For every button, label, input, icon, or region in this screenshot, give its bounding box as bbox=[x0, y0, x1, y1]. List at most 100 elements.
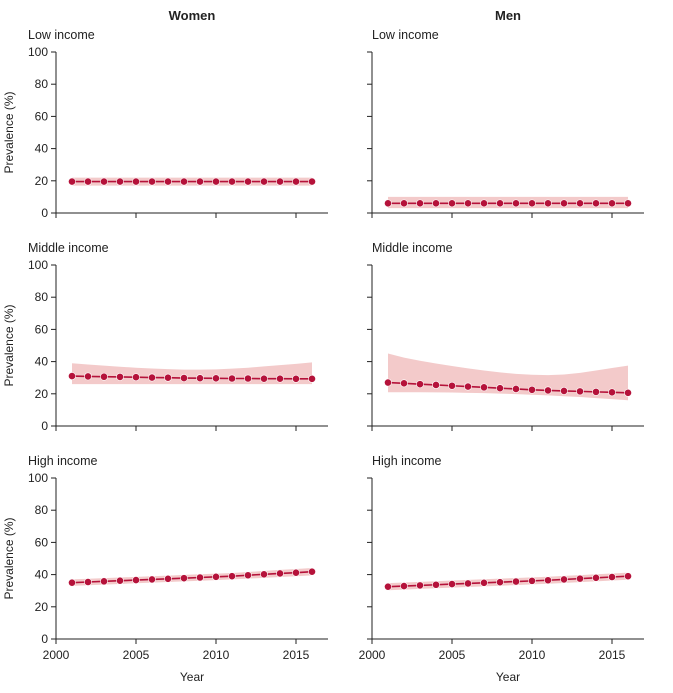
x-tick-label: 2000 bbox=[359, 648, 386, 662]
data-point bbox=[260, 570, 268, 579]
data-point bbox=[84, 578, 92, 586]
data-point bbox=[576, 574, 584, 583]
data-point bbox=[432, 580, 440, 589]
data-point bbox=[68, 177, 76, 186]
panel-title: High income bbox=[28, 454, 98, 468]
data-point bbox=[608, 573, 616, 581]
data-point bbox=[400, 379, 408, 388]
data-point bbox=[608, 199, 616, 208]
panel-middle-income-men: Middle income bbox=[367, 241, 644, 431]
y-tick-label: 0 bbox=[41, 206, 48, 220]
data-point bbox=[528, 385, 536, 394]
data-point bbox=[244, 571, 252, 580]
data-point bbox=[416, 581, 424, 590]
series-line bbox=[71, 375, 312, 380]
data-point bbox=[292, 568, 300, 577]
y-tick-label: 80 bbox=[35, 503, 49, 517]
panel-high-income-women: High income 0 20 40 60 80 100 2000 2005 2010 2015 P… bbox=[2, 454, 328, 684]
data-point bbox=[592, 199, 600, 208]
data-point bbox=[400, 199, 408, 208]
data-point bbox=[244, 374, 252, 383]
data-point bbox=[68, 372, 76, 380]
data-point bbox=[544, 199, 552, 208]
data-point bbox=[624, 572, 632, 581]
data-point bbox=[496, 578, 504, 587]
data-point bbox=[212, 177, 220, 186]
series-line bbox=[71, 570, 313, 584]
data-point bbox=[292, 177, 300, 186]
data-point bbox=[624, 388, 632, 397]
y-tick-label: 60 bbox=[35, 535, 49, 549]
data-point bbox=[164, 177, 172, 186]
data-point bbox=[544, 576, 552, 585]
data-point bbox=[480, 578, 488, 587]
data-point bbox=[464, 199, 472, 208]
data-point bbox=[116, 576, 124, 585]
data-point bbox=[308, 567, 316, 576]
data-point bbox=[384, 199, 392, 208]
data-point bbox=[116, 372, 124, 381]
y-tick-label: 80 bbox=[35, 77, 49, 91]
data-point bbox=[180, 177, 188, 186]
data-point bbox=[576, 199, 584, 208]
panel-title: High income bbox=[372, 454, 442, 468]
x-tick-label: 2015 bbox=[283, 648, 310, 662]
data-point bbox=[68, 578, 76, 587]
data-point bbox=[308, 177, 316, 186]
panel-title: Low income bbox=[372, 28, 439, 42]
data-point bbox=[496, 199, 504, 208]
column-title-men: Men bbox=[495, 8, 521, 23]
confidence-band bbox=[388, 196, 628, 209]
data-point bbox=[308, 374, 316, 383]
y-tick-label: 100 bbox=[28, 258, 48, 272]
x-axis-title: Year bbox=[180, 670, 204, 684]
data-point bbox=[260, 177, 268, 186]
y-tick-label: 20 bbox=[35, 387, 49, 401]
series-line bbox=[387, 381, 629, 394]
y-tick-label: 100 bbox=[28, 45, 48, 59]
data-point bbox=[148, 575, 156, 584]
data-point bbox=[164, 373, 172, 382]
data-point bbox=[448, 580, 456, 588]
data-point bbox=[608, 388, 616, 397]
data-point bbox=[164, 574, 172, 583]
series-line bbox=[387, 575, 629, 588]
data-point bbox=[560, 386, 568, 395]
data-point bbox=[212, 374, 220, 383]
data-point bbox=[276, 177, 284, 186]
y-tick-label: 0 bbox=[41, 419, 48, 433]
y-axis-title: Prevalence (%) bbox=[2, 304, 16, 386]
data-point bbox=[448, 199, 456, 208]
data-point bbox=[180, 374, 188, 382]
data-point bbox=[480, 199, 488, 208]
data-point bbox=[180, 574, 188, 583]
data-point bbox=[276, 374, 284, 383]
data-point bbox=[432, 199, 440, 208]
confidence-band bbox=[388, 353, 628, 401]
data-point bbox=[624, 199, 632, 208]
data-point bbox=[416, 199, 424, 208]
data-point bbox=[448, 381, 456, 390]
data-point bbox=[384, 378, 392, 387]
y-tick-label: 60 bbox=[35, 109, 49, 123]
data-point bbox=[196, 573, 204, 582]
panel-title: Low income bbox=[28, 28, 95, 42]
x-tick-label: 2015 bbox=[599, 648, 626, 662]
data-point bbox=[512, 385, 520, 393]
data-point bbox=[100, 577, 108, 586]
data-point bbox=[132, 576, 140, 584]
panel-low-income-women: Low income 0 20 40 60 80 100 Prevalence (%) bbox=[2, 28, 328, 220]
data-point bbox=[560, 575, 568, 584]
data-point bbox=[576, 387, 584, 396]
y-tick-label: 40 bbox=[35, 568, 49, 582]
data-point bbox=[84, 177, 92, 186]
y-axis-title: Prevalence (%) bbox=[2, 517, 16, 599]
panels: Low income 0 20 40 60 80 100 Prevalence (%) Low … bbox=[2, 28, 644, 684]
data-point bbox=[228, 374, 236, 383]
panel-low-income-men: Low income bbox=[367, 28, 644, 218]
y-tick-label: 20 bbox=[35, 600, 49, 614]
data-point bbox=[84, 372, 92, 381]
data-point bbox=[292, 374, 300, 383]
data-point bbox=[560, 199, 568, 208]
